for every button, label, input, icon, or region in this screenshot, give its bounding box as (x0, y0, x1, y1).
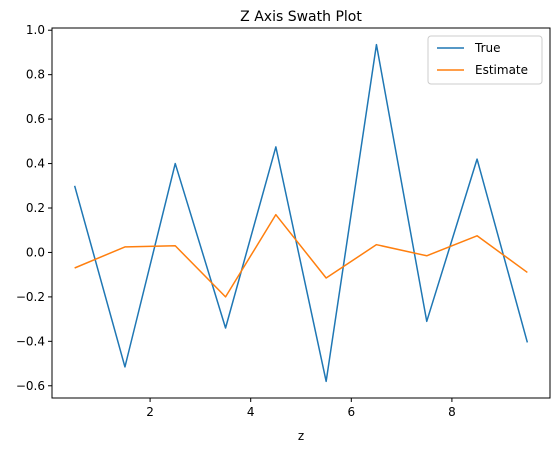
y-tick-label: 0.6 (26, 112, 45, 126)
y-tick-label: 1.0 (26, 23, 45, 37)
legend-label-true: True (474, 41, 501, 55)
x-tick-label: 6 (347, 405, 355, 419)
y-tick-label: 0.0 (26, 245, 45, 259)
y-tick-label: −0.6 (16, 379, 45, 393)
y-axis-ticks: −0.6 −0.4 −0.2 0.0 0.2 0.4 0.6 0.8 1.0 (16, 23, 52, 393)
x-tick-label: 8 (448, 405, 456, 419)
y-tick-label: 0.8 (26, 68, 45, 82)
y-tick-label: −0.2 (16, 290, 45, 304)
x-tick-label: 2 (146, 405, 154, 419)
x-tick-label: 4 (247, 405, 255, 419)
plot-area (52, 28, 550, 398)
chart-title: Z Axis Swath Plot (240, 9, 362, 25)
x-axis-ticks: 2 4 6 8 (146, 398, 456, 419)
plot-border (51, 27, 551, 399)
y-tick-label: 0.4 (26, 157, 45, 171)
series-layer (73, 43, 529, 383)
series-line-estimate (74, 213, 528, 298)
y-tick-label: −0.4 (16, 334, 45, 348)
legend-label-estimate: Estimate (475, 63, 528, 77)
legend: True Estimate (427, 35, 543, 85)
y-tick-label: 0.2 (26, 201, 45, 215)
series-line-true (73, 43, 529, 383)
x-axis-label: z (298, 429, 304, 443)
